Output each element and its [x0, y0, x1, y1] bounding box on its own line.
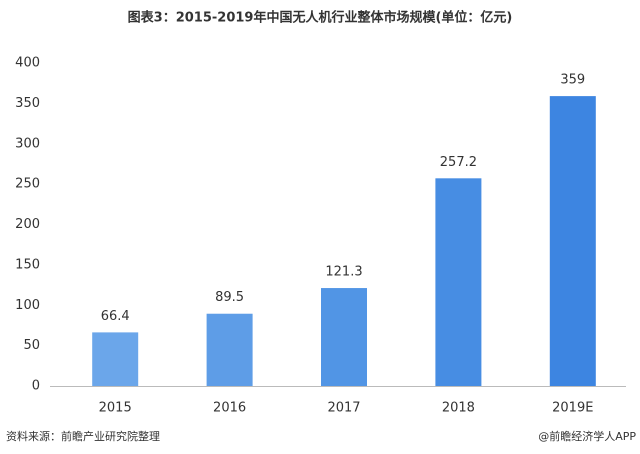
bar [549, 96, 596, 387]
value-label: 121.3 [325, 265, 362, 280]
source: 资料来源：前瞻产业研究院整理 [6, 429, 160, 443]
y-tick-label: 300 [15, 136, 40, 151]
x-tick-label: 2017 [327, 401, 360, 416]
bar [92, 332, 139, 386]
y-tick-label: 350 [15, 96, 40, 111]
credit: @前瞻经济学人APP [538, 429, 636, 443]
bar [206, 313, 253, 386]
x-tick-label: 2016 [213, 401, 246, 416]
y-tick-label: 200 [15, 217, 40, 232]
value-label: 359 [560, 73, 585, 88]
y-tick-label: 250 [15, 177, 40, 192]
y-tick-label: 100 [15, 298, 40, 313]
x-tick-label: 2015 [99, 401, 132, 416]
bar [435, 178, 482, 386]
y-tick-label: 50 [23, 338, 40, 353]
chart-title: 图表3：2015-2019年中国无人机行业整体市场规模(单位：亿元) [128, 10, 513, 26]
value-label: 66.4 [101, 309, 130, 324]
y-tick-label: 0 [32, 379, 40, 394]
x-tick-label: 2019E [552, 401, 593, 416]
value-label: 257.2 [440, 155, 477, 170]
x-tick-label: 2018 [442, 401, 475, 416]
y-tick-label: 150 [15, 257, 40, 272]
value-label: 89.5 [215, 290, 244, 305]
bar [321, 288, 367, 386]
y-tick-label: 400 [15, 56, 40, 71]
